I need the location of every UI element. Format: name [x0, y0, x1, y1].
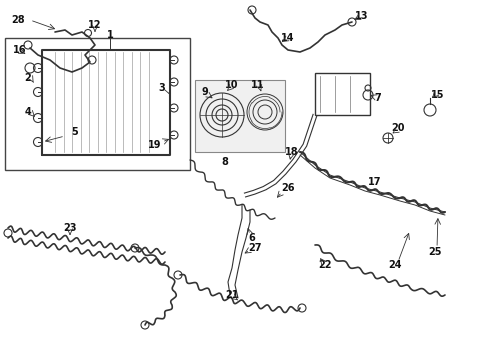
- Text: 18: 18: [285, 147, 298, 157]
- Text: 28: 28: [11, 15, 25, 25]
- Text: 2: 2: [24, 73, 31, 83]
- Text: 22: 22: [318, 260, 331, 270]
- Bar: [314, 73, 369, 115]
- Text: 16: 16: [13, 45, 27, 55]
- Text: 8: 8: [221, 157, 228, 167]
- Text: 7: 7: [374, 93, 381, 103]
- Text: 15: 15: [430, 90, 444, 100]
- Text: 23: 23: [63, 223, 77, 233]
- Text: 21: 21: [225, 290, 238, 300]
- Text: 12: 12: [88, 20, 102, 30]
- Text: 17: 17: [367, 177, 381, 187]
- Text: 9: 9: [201, 87, 208, 97]
- FancyBboxPatch shape: [5, 38, 190, 170]
- Text: 10: 10: [225, 80, 238, 90]
- Text: 24: 24: [387, 260, 401, 270]
- Text: 11: 11: [251, 80, 264, 90]
- Text: 14: 14: [281, 33, 294, 43]
- Text: 1: 1: [106, 30, 113, 40]
- Text: 6: 6: [248, 233, 255, 243]
- Text: 13: 13: [354, 11, 368, 21]
- Text: 25: 25: [427, 247, 441, 257]
- Text: 4: 4: [24, 107, 31, 117]
- Text: 19: 19: [148, 140, 162, 150]
- Text: 27: 27: [248, 243, 261, 253]
- Text: 3: 3: [158, 83, 165, 93]
- FancyBboxPatch shape: [195, 80, 285, 152]
- Text: 20: 20: [390, 123, 404, 133]
- Text: 26: 26: [281, 183, 294, 193]
- Text: 5: 5: [71, 127, 78, 137]
